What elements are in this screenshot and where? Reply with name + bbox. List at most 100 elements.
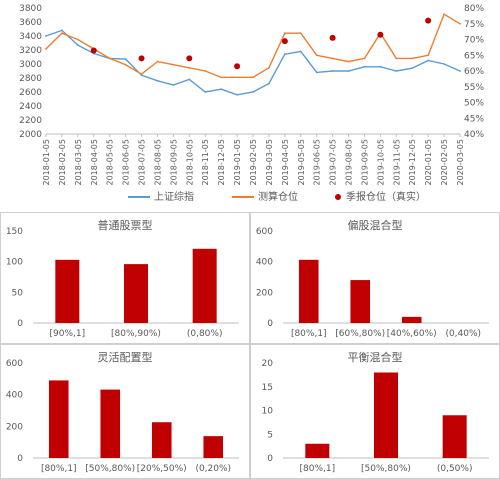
bar-chart-svg-4: 平衡混合型 0 5 10 15 20 [80%,1] [50%,80%) (0,50%) xyxy=(262,350,489,474)
index-series-line xyxy=(45,29,461,96)
y-right-tick-label: 60% xyxy=(464,67,484,77)
x-tick-label: 2019-07-05 xyxy=(329,139,338,186)
y-tick-label: 600 xyxy=(256,227,273,237)
y-tick-label: 150 xyxy=(6,227,23,237)
x-tick-label: 2018-12-05 xyxy=(217,139,226,186)
bar xyxy=(442,415,467,458)
quarterly-position-dot xyxy=(138,55,145,62)
index-point xyxy=(252,91,254,93)
position-point xyxy=(283,32,286,35)
position-point xyxy=(395,57,398,60)
x-tick-label: (0,40%) xyxy=(445,329,481,339)
bar xyxy=(203,436,224,458)
y-tick-label: 50 xyxy=(12,288,24,298)
position-point xyxy=(124,63,127,66)
bar xyxy=(151,422,172,458)
bar-chart-svg-1: 普通股票型 0 50 100 150 [90%,1] [80%,90%) (0,80%) xyxy=(6,218,239,339)
bar xyxy=(124,264,148,323)
position-point xyxy=(315,54,318,57)
bar-chart-title: 灵活配置型 xyxy=(98,350,153,364)
x-tick-label: 2019-12-05 xyxy=(408,139,417,186)
x-tick-label: 2019-04-05 xyxy=(281,139,290,186)
position-point xyxy=(45,48,47,50)
y-tick-label: 10 xyxy=(262,407,274,417)
y-tick-label: 5 xyxy=(267,430,273,440)
y-tick-label: 20 xyxy=(262,359,274,369)
position-point xyxy=(61,32,63,35)
y-tick-label: 400 xyxy=(256,258,273,268)
x-tick-label: 2018-05-05 xyxy=(106,139,115,186)
index-point xyxy=(124,58,127,60)
index-point xyxy=(331,70,334,72)
x-tick-label: 2019-10-05 xyxy=(376,139,385,186)
x-tick-label: [50%,80%) xyxy=(85,464,135,474)
bar-chart-svg-3: 灵活配置型 0 200 400 600 [80%,1] [50%,80%) [20%,50%)… xyxy=(6,350,239,474)
y-right-tick-label: 40% xyxy=(464,130,484,140)
index-point xyxy=(347,70,350,72)
y-tick-label: 400 xyxy=(6,391,23,401)
market-position-line-chart: 2000 2200 2400 2600 2800 3000 3200 3400 3600 3800… xyxy=(0,0,500,212)
position-point xyxy=(347,60,350,63)
quarterly-position-dot xyxy=(425,17,432,24)
position-point xyxy=(236,76,238,79)
y-left-tick-label: 2400 xyxy=(19,102,42,112)
position-point xyxy=(331,57,334,60)
position-point xyxy=(427,54,430,57)
x-tick-label: [40%,60%) xyxy=(387,329,437,339)
quarterly-position-dot xyxy=(329,34,336,41)
y-tick-label: 0 xyxy=(267,319,273,329)
y-tick-label: 15 xyxy=(262,383,273,393)
quarterly-position-dot xyxy=(281,38,288,45)
y-right-tick-label: 70% xyxy=(464,36,484,46)
bar-chart-panel-2: 偏股混合型 0 200 400 600 [80%,1] [60%,80%) [40%,60%)… xyxy=(250,212,500,344)
x-tick-label: [20%,50%) xyxy=(137,464,187,474)
index-point xyxy=(268,82,270,85)
y-left-tick-label: 3200 xyxy=(19,46,42,56)
x-tick-label: 2020-02-05 xyxy=(440,139,449,186)
y-tick-label: 200 xyxy=(256,288,273,298)
y-right-tick-label: 65% xyxy=(464,51,484,61)
y-tick-label: 0 xyxy=(17,319,23,329)
bar xyxy=(55,259,80,323)
position-point xyxy=(156,60,159,63)
index-point xyxy=(61,29,63,32)
y-right-tick-label: 75% xyxy=(464,20,484,30)
index-point xyxy=(76,44,79,46)
x-tick-label: 2018-02-05 xyxy=(58,139,67,186)
x-tick-label: 2018-04-05 xyxy=(90,139,99,186)
x-tick-label: [60%,80%) xyxy=(335,329,385,339)
position-point xyxy=(411,57,414,60)
position-series-line xyxy=(45,13,461,79)
x-tick-label: [80%,90%) xyxy=(111,329,161,339)
bar xyxy=(100,389,121,458)
index-point xyxy=(156,79,159,82)
x-tick-label: (0,80%) xyxy=(187,329,223,339)
x-tick-label: 2019-05-05 xyxy=(297,139,306,186)
y-tick-label: 0 xyxy=(17,454,23,464)
index-point xyxy=(315,71,318,74)
x-tick-label: 2019-06-05 xyxy=(313,139,322,186)
bar-chart-title: 偏股混合型 xyxy=(348,218,403,232)
bar-chart-svg-2: 偏股混合型 0 200 400 600 [80%,1] [60%,80%) [40%,60%)… xyxy=(256,218,489,339)
x-tick-label: 2018-06-05 xyxy=(122,139,131,186)
index-point xyxy=(283,53,286,56)
position-point xyxy=(172,63,175,66)
x-tick-label: [80%,1] xyxy=(300,464,336,474)
y-left-tick-label: 3400 xyxy=(19,32,42,42)
y-left-tick-label: 3800 xyxy=(19,4,42,14)
y-tick-label: 600 xyxy=(6,359,23,369)
y-right-tick-label: 45% xyxy=(464,114,484,124)
x-tick-label: 2020-03-05 xyxy=(456,139,465,186)
index-point xyxy=(411,67,414,70)
bar-chart-title: 平衡混合型 xyxy=(348,350,403,364)
x-tick-label: [80%,1] xyxy=(41,464,77,474)
legend-swatch-quarterly xyxy=(335,194,341,200)
y-left-tick-label: 3600 xyxy=(19,18,42,28)
x-tick-label: [90%,1] xyxy=(50,329,86,339)
x-tick-label: 2019-01-05 xyxy=(233,139,242,186)
x-tick-label: 2018-03-05 xyxy=(74,139,83,186)
bar-chart-panel-1: 普通股票型 0 50 100 150 [90%,1] [80%,90%) (0,80%) xyxy=(0,212,250,344)
bar xyxy=(350,280,371,323)
quarterly-position-dot xyxy=(90,47,97,54)
y-left-tick-label: 2800 xyxy=(19,74,42,84)
